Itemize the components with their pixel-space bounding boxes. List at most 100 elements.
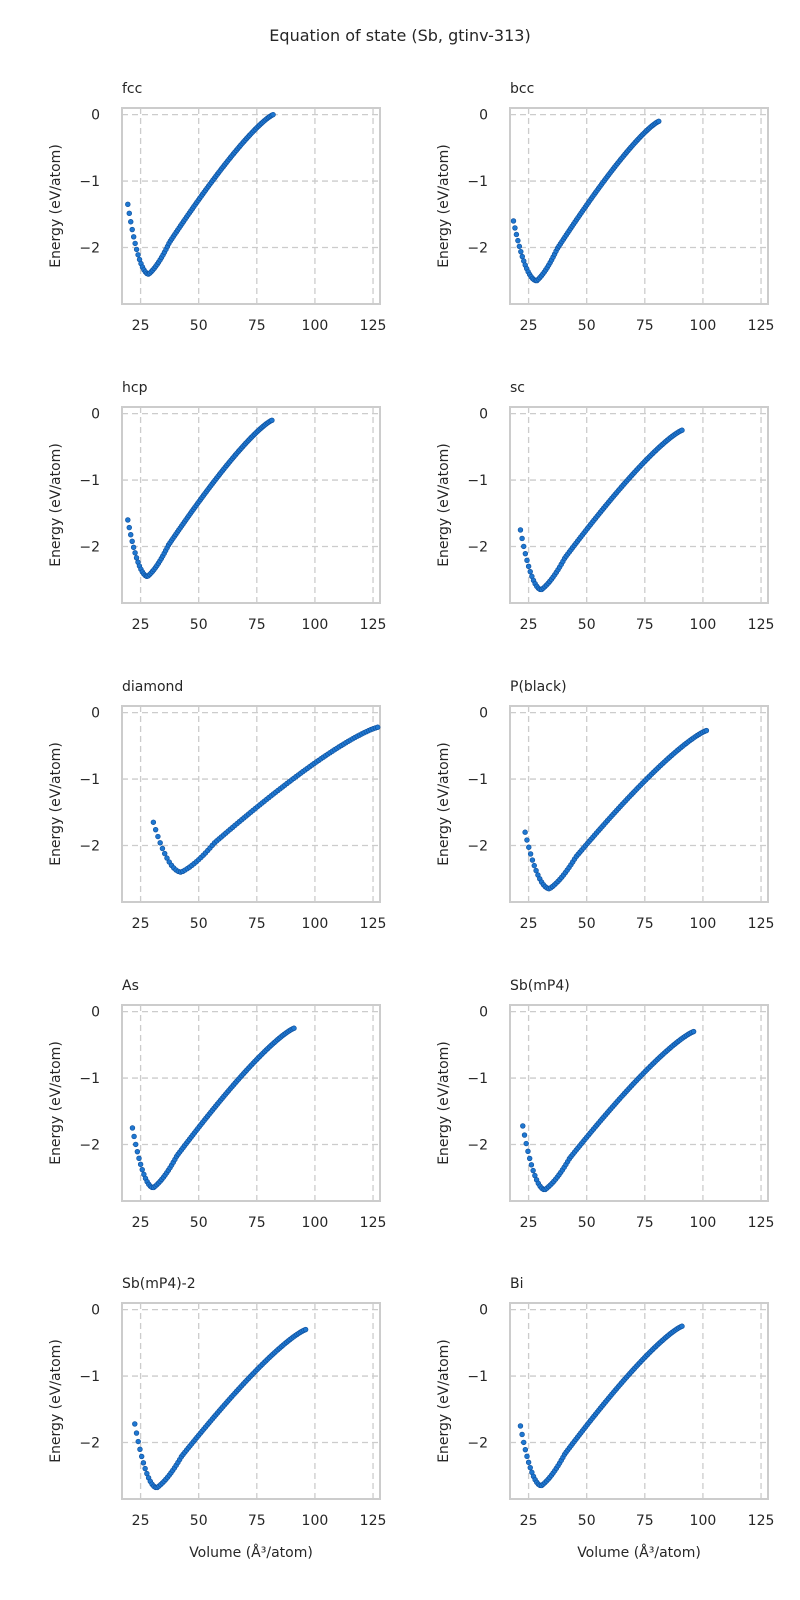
plot-frame [509,705,769,903]
x-tick-label: 100 [302,1513,329,1529]
y-tick-label: −2 [467,241,488,257]
y-axis-label: Energy (eV/atom) [48,1339,64,1463]
y-tick-label: −1 [79,473,100,489]
x-tick-label: 125 [748,1513,775,1529]
x-axis-label: Volume (Å³/atom) [577,1544,701,1561]
x-tick-label: 25 [132,1215,150,1231]
data-point [518,248,524,255]
x-tick-label: 100 [302,617,329,633]
figure-title: Equation of state (Sb, gtinv-313) [269,26,531,45]
y-axis-label: Energy (eV/atom) [48,443,64,567]
data-point [527,1464,533,1471]
x-tick-label: 25 [132,318,150,334]
subplot-bcc: bcc 25 50 75 100 125 0 −1 −2 Energy (eV/atom) [436,81,774,334]
data-point [519,1431,525,1438]
data-point [138,1453,145,1460]
y-tick-label: −2 [79,839,100,855]
data-point [125,201,131,208]
data-point [126,210,132,217]
y-axis-label: Energy (eV/atom) [436,1339,452,1463]
data-point [679,1323,685,1329]
data-point [133,246,140,253]
data-point [521,1132,528,1138]
subplot-hcp: hcp 25 50 75 100 125 0 −1 −2 Energy (eV/atom) [48,380,386,633]
data-point [133,1430,140,1436]
data-point [527,851,534,857]
x-tick-label: 25 [520,916,538,932]
y-tick-label: 0 [91,407,100,423]
data-point [374,724,381,730]
x-tick-label: 25 [520,318,538,334]
y-axis-label: Energy (eV/atom) [48,742,64,866]
data-point [125,517,131,523]
y-axis-label: Energy (eV/atom) [48,144,64,268]
plot-frame [121,406,381,604]
data-point [302,1326,309,1333]
data-point [530,1167,536,1174]
data-point [531,862,537,869]
data-point [131,1133,137,1140]
x-tick-label: 75 [636,318,654,334]
y-tick-label: −2 [467,1138,488,1154]
y-tick-label: −1 [79,1071,100,1087]
x-tick-label: 25 [132,1513,150,1529]
subplot-sb-mp4-2: Sb(mP4)-2 25 50 75 100 125 0 −1 −2 Energy (eV/ato… [48,1276,386,1561]
plot-frame [509,1302,769,1500]
subplot-title: P(black) [510,679,567,695]
x-tick-label: 25 [520,617,538,633]
y-tick-label: −2 [467,540,488,556]
y-tick-label: −2 [467,839,488,855]
y-axis-label: Energy (eV/atom) [436,742,452,866]
data-point [135,1438,141,1445]
plot-frame [121,705,381,903]
x-tick-label: 50 [190,916,208,932]
x-tick-label: 125 [360,318,387,334]
y-tick-label: −2 [79,540,100,556]
data-point [528,1162,535,1168]
x-tick-label: 50 [190,617,208,633]
data-point [128,532,134,538]
data-point [524,837,530,843]
data-point [521,543,527,550]
y-tick-label: −1 [467,174,488,190]
subplot-sc: sc 25 50 75 100 125 0 −1 −2 Energy (eV/atom) [436,380,774,633]
data-point [139,1166,145,1173]
subplot-sb-mp4-: Sb(mP4) 25 50 75 100 125 0 −1 −2 Energy (eV/atom) [436,978,774,1231]
y-tick-label: 0 [91,706,100,722]
data-point [520,1123,526,1129]
x-tick-label: 75 [248,1215,266,1231]
data-point [529,857,536,863]
x-tick-label: 25 [132,617,150,633]
x-tick-label: 75 [636,916,654,932]
data-point [129,1125,136,1131]
data-point [159,845,166,852]
y-tick-label: −1 [79,1369,100,1385]
data-point [134,1148,141,1155]
y-tick-label: 0 [479,1303,488,1319]
subplot-title: Bi [510,1276,524,1292]
plot-frame [509,406,769,604]
x-tick-label: 100 [302,318,329,334]
x-tick-label: 50 [578,1215,596,1231]
data-point [519,253,525,260]
data-point [533,867,539,874]
data-point [133,1141,139,1148]
subplot-title: Sb(mP4) [510,978,570,994]
subplot-title: bcc [510,81,534,97]
x-tick-label: 100 [302,1215,329,1231]
x-tick-label: 75 [636,1513,654,1529]
y-tick-label: −1 [467,1071,488,1087]
plot-frame [121,1302,381,1500]
data-point [517,1423,524,1429]
data-point [656,118,662,124]
y-axis-label: Energy (eV/atom) [436,144,452,268]
subplot-diamond: diamond 25 50 75 100 125 0 −1 −2 Energy (eV/atom) [48,679,386,932]
y-tick-label: −1 [467,1369,488,1385]
data-point [164,855,170,861]
plot-frame [121,107,381,305]
y-tick-label: −2 [79,1436,100,1452]
x-tick-label: 100 [690,617,717,633]
data-point [155,833,161,840]
y-tick-label: 0 [479,108,488,124]
data-point [703,727,710,734]
